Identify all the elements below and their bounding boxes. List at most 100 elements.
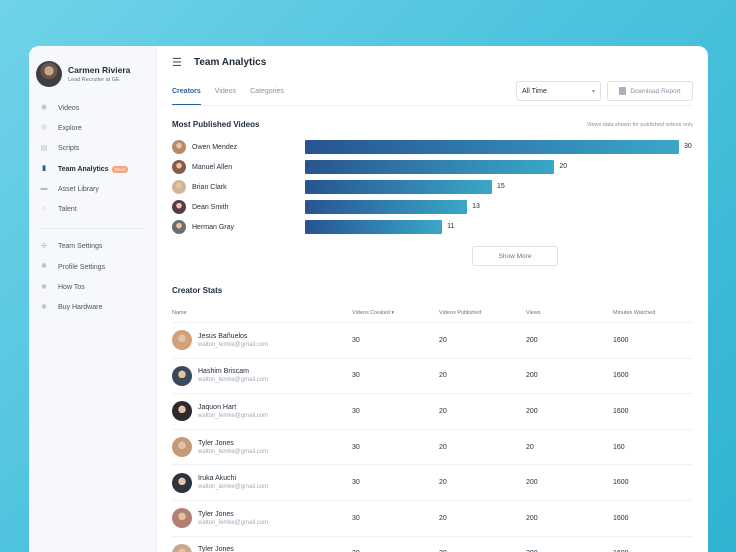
avatar: [172, 401, 192, 422]
eye-icon: ◉: [40, 104, 48, 112]
section-title: Most Published Videos: [172, 120, 260, 129]
sidebar-item-scripts[interactable]: ▤ Scripts: [29, 139, 156, 159]
avatar: [172, 180, 186, 194]
bar-row: Owen Mendez 30: [172, 137, 693, 157]
section-note: Views data shown for published videos on…: [586, 121, 693, 128]
sidebar-item-explore[interactable]: ◎ Explore: [29, 118, 156, 138]
sidebar-item-label: Explore: [58, 124, 82, 132]
avatar: [172, 508, 192, 529]
views-cell: 200: [526, 514, 538, 522]
sidebar-item-team-settings[interactable]: ✣ Team Settings: [29, 237, 156, 257]
videos-published-cell: 20: [439, 550, 526, 552]
creator-cell: Iruka Akuchi walton_lemke@gmail.com: [172, 472, 352, 493]
creator-name: Tyler Jones: [198, 439, 234, 447]
column-header-videos-published[interactable]: Videos Published: [439, 309, 482, 316]
sidebar-item-label: Scripts: [58, 145, 80, 153]
table-row[interactable]: Iruka Akuchi walton_lemke@gmail.com 30 20 20…: [172, 465, 693, 501]
topbar: ☰ Team Analytics: [172, 46, 708, 78]
sidebar-item-asset-library[interactable]: ▬ Asset Library: [29, 179, 156, 199]
chat-icon: ▤: [40, 144, 48, 152]
videos-created-cell: 30: [352, 479, 360, 487]
sidebar-item-label: Team Settings: [58, 243, 103, 251]
published-bar-chart: Owen Mendez 30 Manuel Allen 20 Brian Clark 15…: [172, 137, 693, 237]
bar: [305, 140, 679, 154]
creator-email: walton_lemke@gmail.com: [198, 377, 269, 384]
creator-email: walton_lemke@gmail.com: [198, 519, 269, 526]
column-header-minutes-watched[interactable]: Minutes Watched: [613, 309, 656, 316]
sidebar-item-label: Videos: [58, 104, 80, 112]
bar-label: Dean Smith: [192, 203, 229, 211]
table-row[interactable]: Jesus Bañuelos walton_lemke@gmail.com 30 20…: [172, 323, 693, 359]
profile-role: Lead Recruiter at GE: [68, 77, 120, 83]
time-range-select[interactable]: All Time ▾: [516, 81, 601, 101]
views-cell: 200: [526, 372, 538, 380]
creator-name: Tyler Jones: [198, 510, 234, 518]
minutes-watched-cell: 160: [613, 443, 625, 451]
creator-email: walton_lemke@gmail.com: [198, 484, 269, 491]
bar-value: 15: [497, 183, 505, 190]
profile[interactable]: Carmen Riviera Lead Recruiter at GE: [29, 54, 156, 94]
table-body: Jesus Bañuelos walton_lemke@gmail.com 30 20…: [172, 323, 693, 552]
videos-published-cell: 20: [439, 372, 447, 380]
creator-name: Tyler Jones: [198, 546, 234, 552]
views-cell: 200: [526, 550, 613, 552]
creator-email: walton_lemke@gmail.com: [198, 341, 269, 348]
help-icon: ✺: [41, 283, 47, 291]
gear-icon: ✺: [41, 263, 47, 271]
cart-icon: ✺: [41, 303, 47, 311]
avatar: [172, 220, 186, 234]
views-cell: 20: [526, 443, 534, 451]
tab-creators[interactable]: Creators: [172, 78, 201, 105]
sidebar-divider: [39, 227, 146, 229]
bar-label: Manuel Allen: [192, 163, 233, 171]
sidebar-item-buy-hardware[interactable]: ✺ Buy Hardware: [29, 298, 156, 318]
sidebar-item-videos[interactable]: ◉ Videos: [29, 98, 156, 118]
tab-videos[interactable]: Videos: [214, 88, 237, 95]
avatar: [172, 543, 192, 552]
bar-value: 11: [447, 223, 455, 230]
creator-stats-table: Name Videos Created ▾ Videos Published V…: [172, 303, 693, 552]
table-row[interactable]: Hashim Briscam walton_lemke@gmail.com 30 20…: [172, 359, 693, 395]
videos-published-cell: 20: [439, 336, 447, 344]
table-row[interactable]: Tyler Joneswalton_lemke@gmail.com3020200…: [172, 537, 693, 552]
table-row[interactable]: Jaquon Hart walton_lemke@gmail.com 30 20 200…: [172, 394, 693, 430]
sidebar-item-team-analytics[interactable]: ▮ Team Analytics New!: [29, 159, 156, 179]
bar: [305, 180, 492, 194]
creator-email: walton_lemke@gmail.com: [198, 448, 269, 455]
videos-created-cell: 30: [352, 407, 360, 415]
bar: [305, 220, 443, 234]
stats-title: Creator Stats: [172, 286, 223, 295]
tab-categories[interactable]: Categories: [250, 88, 284, 95]
column-header-name[interactable]: Name: [172, 309, 187, 316]
column-header-videos-created[interactable]: Videos Created ▾: [352, 309, 395, 316]
videos-created-cell: 30: [352, 372, 360, 380]
bar: [305, 200, 468, 214]
show-more-button[interactable]: Show More: [472, 246, 558, 266]
sidebar-item-how-tos[interactable]: ✺ How Tos: [29, 277, 156, 297]
videos-published-cell: 20: [439, 443, 447, 451]
main-content: ☰ Team Analytics Creators Videos Categor…: [157, 46, 708, 552]
table-row[interactable]: Tyler Jones walton_lemke@gmail.com 30 20 20 1…: [172, 430, 693, 466]
sidebar-item-talent[interactable]: ○ Talent: [29, 199, 156, 219]
creator-name: Jesus Bañuelos: [198, 332, 248, 340]
avatar: [36, 61, 62, 87]
sidebar-item-label: Profile Settings: [58, 263, 106, 271]
videos-published-cell: 20: [439, 479, 447, 487]
views-cell: 200: [526, 479, 538, 487]
page-title: Team Analytics: [194, 56, 267, 68]
bulb-icon: ○: [41, 205, 47, 213]
bar-value: 30: [684, 143, 692, 150]
bar-row: Dean Smith 13: [172, 197, 693, 217]
bar-label: Owen Mendez: [192, 143, 238, 151]
file-icon: [619, 87, 627, 95]
download-report-button[interactable]: Download Report: [607, 81, 693, 101]
hamburger-icon[interactable]: ☰: [172, 56, 182, 69]
bar-track: 13: [305, 200, 693, 214]
column-header-views[interactable]: Views: [526, 309, 541, 316]
minutes-watched-cell: 1600: [613, 407, 629, 415]
table-header: Name Videos Created ▾ Videos Published V…: [172, 303, 693, 323]
sidebar-item-profile-settings[interactable]: ✺ Profile Settings: [29, 257, 156, 277]
sidebar-item-label: How Tos: [58, 284, 85, 292]
avatar: [172, 200, 186, 214]
